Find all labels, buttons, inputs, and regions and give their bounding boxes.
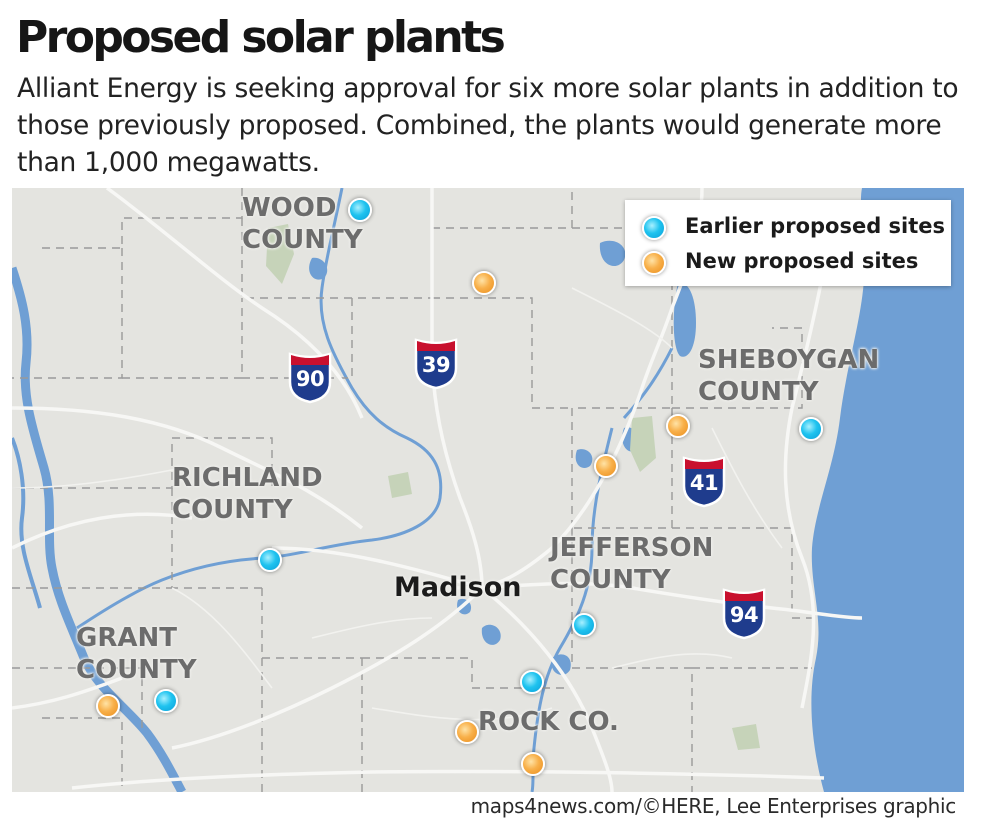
forest [732, 724, 760, 750]
jefferson-county-label: JEFFERSON COUNTY [550, 533, 714, 595]
minor-roads [12, 287, 783, 721]
map-legend: Earlier proposed sites New proposed site… [625, 200, 951, 286]
rock-county-label: ROCK CO. [478, 707, 619, 737]
new-site-marker[interactable] [455, 720, 479, 744]
earlier-site-marker[interactable] [258, 548, 282, 572]
earlier-site-marker[interactable] [154, 689, 178, 713]
lake [599, 240, 626, 267]
lake-michigan [811, 188, 964, 792]
new-site-legend-icon [642, 251, 666, 275]
page-title: Proposed solar plants [16, 12, 506, 63]
new-site-marker[interactable] [472, 271, 496, 295]
wood-county-label: WOOD COUNTY [242, 193, 363, 255]
earlier-site-marker[interactable] [799, 417, 823, 441]
earlier-site-legend-icon [642, 216, 666, 240]
mississippi-river [12, 266, 186, 792]
new-site-marker[interactable] [96, 694, 120, 718]
sheboygan-county-label: SHEBOYGAN COUNTY [698, 345, 880, 407]
new-site-marker[interactable] [666, 414, 690, 438]
source-credit: maps4news.com/©HERE, Lee Enterprises gra… [470, 794, 957, 818]
forest [266, 224, 294, 284]
new-site-marker[interactable] [594, 454, 618, 478]
map[interactable]: WOOD COUNTY RICHLAND COUNTY GRANT COUNTY JE… [12, 188, 964, 792]
new-site-marker[interactable] [521, 752, 545, 776]
fox-river [622, 347, 674, 420]
forest [630, 416, 656, 472]
interstate-90-shield: 90 [287, 352, 333, 404]
lake [575, 449, 593, 469]
legend-earlier-label: Earlier proposed sites [685, 214, 946, 238]
madison-label: Madison [394, 572, 522, 603]
mississippi-river-side [12, 437, 42, 609]
forest [388, 472, 412, 498]
legend-new-label: New proposed sites [685, 249, 919, 273]
earlier-site-marker[interactable] [572, 613, 596, 637]
wisconsin-river [76, 188, 443, 630]
earlier-site-marker[interactable] [520, 670, 544, 694]
grant-county-label: GRANT COUNTY [76, 623, 197, 685]
interstate-94-shield: 94 [721, 588, 767, 640]
interstate-39-shield: 39 [413, 338, 459, 390]
lake-winnebago [673, 282, 696, 357]
page-subtitle: Alliant Energy is seeking approval for s… [17, 73, 959, 178]
interstate-41-shield: 41 [681, 456, 727, 508]
richland-county-label: RICHLAND COUNTY [172, 463, 323, 525]
earlier-site-marker[interactable] [348, 198, 372, 222]
lake [551, 654, 571, 675]
lake [481, 624, 501, 645]
